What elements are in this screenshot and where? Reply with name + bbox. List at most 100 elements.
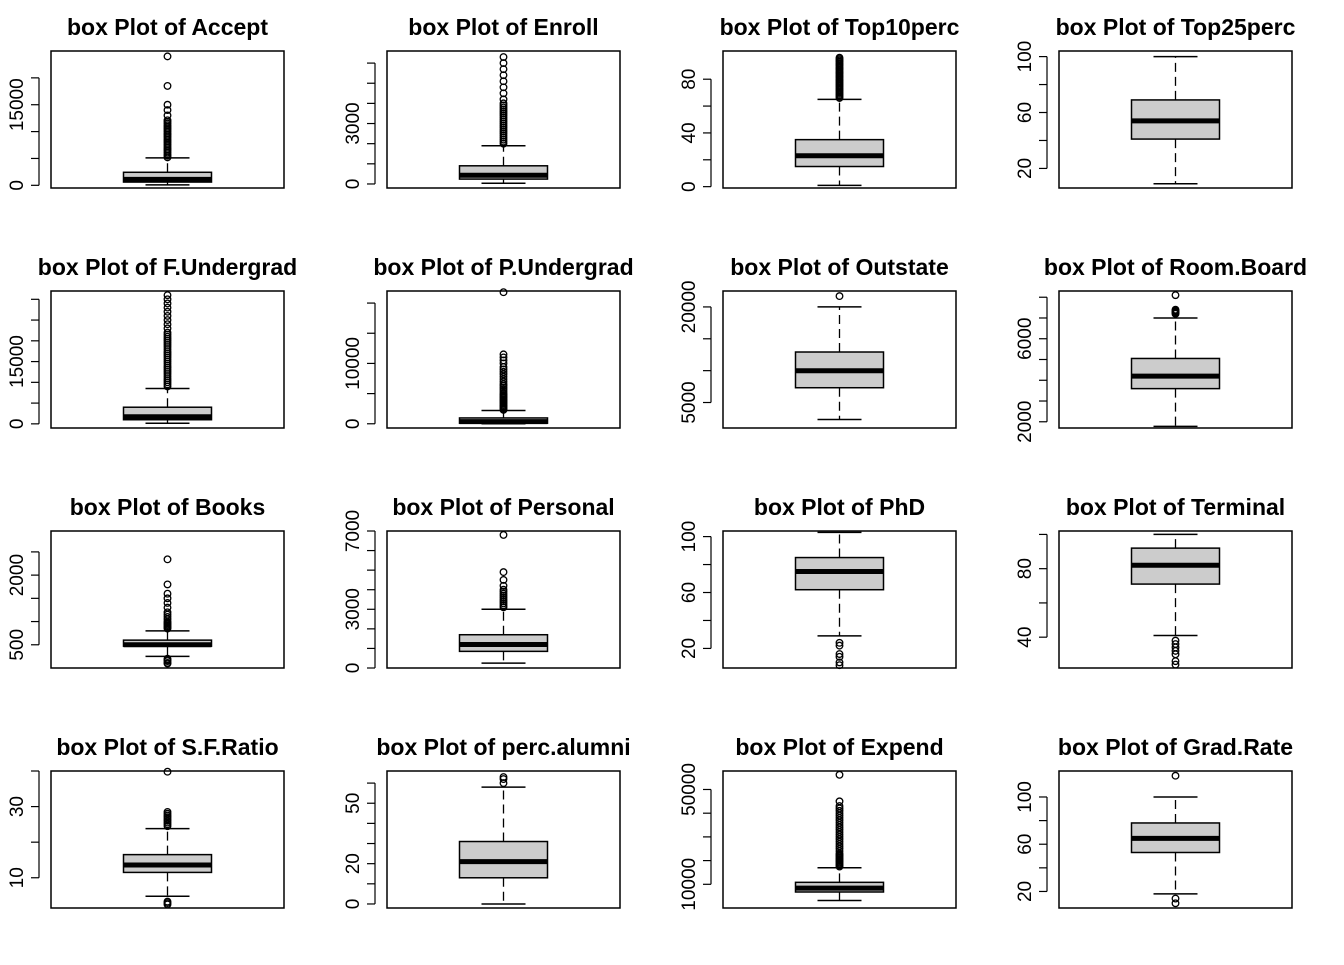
outlier-point <box>1171 894 1180 903</box>
panel-title: box Plot of Top10perc <box>720 14 960 40</box>
y-tick-label: 10 <box>7 867 28 888</box>
panel-title: box Plot of Grad.Rate <box>1058 734 1293 760</box>
outlier-point <box>499 530 508 539</box>
panel-title: box Plot of Top25perc <box>1056 14 1296 40</box>
outlier-point <box>499 773 508 781</box>
box-plot-panel: box Plot of Books 500 2000 <box>7 494 285 669</box>
outlier-point <box>163 316 172 325</box>
iqr-box <box>1130 357 1221 390</box>
outlier-point <box>163 599 172 607</box>
panel-title: box Plot of Enroll <box>408 14 598 40</box>
outlier-point <box>163 612 172 621</box>
y-tick-label: 80 <box>679 69 700 90</box>
box-plot-panel: box Plot of Personal 0 3000 7000 <box>343 494 621 674</box>
y-tick-label: 20 <box>1015 881 1036 902</box>
outlier-point <box>835 806 844 815</box>
y-tick-label: 40 <box>679 122 700 143</box>
outlier-point <box>835 641 844 650</box>
outlier-point <box>499 288 508 297</box>
panel-title: box Plot of PhD <box>754 494 925 520</box>
y-tick-label: 0 <box>343 899 364 910</box>
y-tick-label: 3000 <box>343 102 364 144</box>
outlier-point <box>835 661 844 670</box>
y-tick-label: 0 <box>343 418 364 429</box>
y-tick-label: 60 <box>1015 834 1036 855</box>
y-tick-label: 10000 <box>343 337 364 390</box>
panel-title: box Plot of Room.Board <box>1044 254 1307 280</box>
plot-frame <box>1058 290 1293 429</box>
outlier-point <box>163 580 172 589</box>
panel-title: box Plot of Expend <box>735 734 943 760</box>
panel-title: box Plot of S.F.Ratio <box>56 734 278 760</box>
panel-title: box Plot of Books <box>70 494 266 520</box>
outlier-point <box>835 292 844 301</box>
outlier-point <box>499 350 508 359</box>
outlier-point <box>163 589 172 598</box>
plot-frame <box>386 290 621 429</box>
iqr-box <box>794 138 885 168</box>
y-tick-label: 0 <box>343 179 364 190</box>
y-tick-label: 80 <box>1015 558 1036 579</box>
outlier-point <box>835 652 844 661</box>
y-tick-label: 100 <box>1015 781 1036 813</box>
outlier-point <box>163 324 172 333</box>
box-plot-panel: box Plot of F.Undergrad 0 15000 <box>7 254 297 429</box>
outlier-point <box>163 116 172 125</box>
outlier-point <box>163 291 172 300</box>
box-plot-panel: box Plot of Terminal 40 80 <box>1015 494 1293 669</box>
outlier-point <box>835 797 844 806</box>
outlier-point <box>163 52 172 61</box>
y-tick-label: 20 <box>679 638 700 659</box>
y-tick-label: 3000 <box>343 588 364 630</box>
y-tick-label: 0 <box>343 663 364 674</box>
plot-frame <box>1058 770 1293 909</box>
outlier-point <box>835 650 844 658</box>
outlier-point <box>835 638 844 647</box>
panel-title: box Plot of Accept <box>67 14 268 40</box>
outlier-point <box>163 295 172 304</box>
plot-frame <box>50 50 285 189</box>
y-tick-label: 15000 <box>7 78 28 131</box>
box-plot-panel: box Plot of Top10perc 0 40 80 <box>679 14 960 192</box>
outlier-point <box>499 568 508 577</box>
outlier-point <box>1171 305 1180 314</box>
outlier-point <box>163 767 172 776</box>
y-tick-label: 40 <box>1015 627 1036 648</box>
outlier-point <box>163 654 172 663</box>
outlier-point <box>835 802 844 811</box>
panel-title: box Plot of F.Undergrad <box>38 254 297 280</box>
outlier-point <box>1171 291 1180 300</box>
box-plot-panel: box Plot of Room.Board 2000 6000 <box>1015 254 1307 443</box>
plot-frame <box>1058 50 1293 189</box>
y-tick-label: 15000 <box>7 335 28 388</box>
y-tick-label: 20 <box>343 853 364 874</box>
y-tick-label: 60 <box>1015 102 1036 123</box>
outlier-point <box>163 320 172 329</box>
box-plot-panel: box Plot of Accept 0 15000 <box>7 14 285 191</box>
y-tick-label: 100 <box>679 521 700 553</box>
y-tick-label: 60 <box>679 582 700 603</box>
y-tick-label: 0 <box>679 181 700 192</box>
outlier-point <box>163 299 172 308</box>
y-tick-label: 30 <box>7 796 28 817</box>
outlier-point <box>499 575 508 584</box>
outlier-point <box>499 99 508 108</box>
y-tick-label: 500 <box>7 629 28 661</box>
outlier-point <box>163 594 172 603</box>
outlier-point <box>163 303 172 312</box>
box-plot-panel: box Plot of Expend 10000 50000 <box>679 734 957 911</box>
outlier-point <box>163 311 172 320</box>
outlier-point <box>163 555 172 564</box>
box-plot-panel: box Plot of S.F.Ratio 10 30 <box>7 734 285 909</box>
y-tick-label: 7000 <box>343 510 364 552</box>
box-plot-panel: box Plot of Outstate 5000 20000 <box>679 254 957 429</box>
plot-frame <box>722 290 957 429</box>
box-plot-panel: box Plot of Enroll 0 3000 <box>343 14 621 190</box>
plot-frame <box>386 50 621 189</box>
y-tick-label: 50 <box>343 793 364 814</box>
y-tick-label: 6000 <box>1015 318 1036 360</box>
outlier-point <box>1171 660 1180 669</box>
y-tick-label: 5000 <box>679 381 700 423</box>
box-plot-panel: box Plot of perc.alumni 0 20 50 <box>343 734 631 909</box>
